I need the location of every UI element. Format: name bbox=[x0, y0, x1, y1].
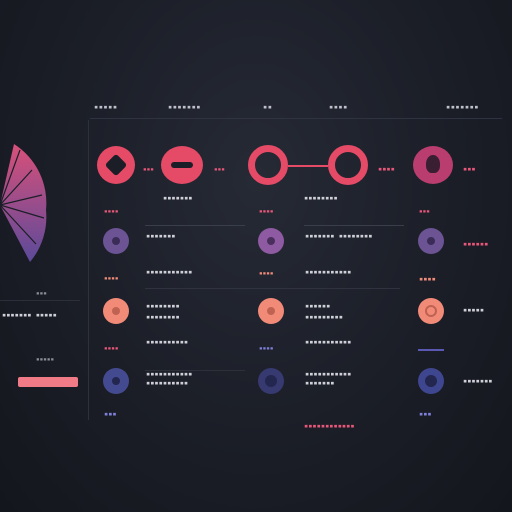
dash-icon bbox=[171, 162, 193, 168]
sidebar-label-1: ▪▪▪ bbox=[36, 290, 47, 297]
row4-right-text: ▪▪▪▪▪▪▪ bbox=[463, 377, 493, 385]
row1-left-icon[interactable] bbox=[103, 228, 129, 254]
row2-left-icon[interactable] bbox=[103, 298, 129, 324]
sidebar-label-3: ▪▪▪▪▪ bbox=[36, 356, 55, 363]
top-caption-1: ▪▪▪▪▪▪▪ bbox=[163, 194, 193, 202]
top-circle-1[interactable] bbox=[97, 146, 135, 184]
header-col-4[interactable]: ▪▪▪▪ bbox=[329, 103, 348, 111]
footer-left-tag: ▪▪▪ bbox=[104, 410, 117, 418]
row2-right-tag: ▪▪▪▪ bbox=[419, 275, 436, 283]
top-tag-1: ▪▪▪▪ bbox=[378, 165, 395, 173]
row3-mid-tag: ▪▪▪▪ bbox=[259, 345, 274, 352]
row1-mid-icon[interactable] bbox=[258, 228, 284, 254]
row2-sub-2: ▪▪▪▪▪▪▪▪ bbox=[146, 313, 180, 321]
header-col-2[interactable]: ▪▪▪▪▪▪▪ bbox=[168, 103, 202, 111]
row1-right-icon[interactable] bbox=[418, 228, 444, 254]
refresh-icon bbox=[425, 305, 437, 317]
row1-name: ▪▪▪▪▪▪▪ bbox=[146, 232, 176, 240]
top-badge-left: ▪▪▪ bbox=[143, 166, 154, 173]
row1-detail: ▪▪▪▪▪▪▪ ▪▪▪▪▪▪▪▪ bbox=[305, 232, 373, 240]
footer-mid-bar: ▪▪▪▪▪▪▪▪▪▪▪▪ bbox=[304, 422, 355, 430]
top-caption-2: ▪▪▪▪▪▪▪▪ bbox=[304, 194, 338, 202]
row4-detail: ▪▪▪▪▪▪▪▪▪▪▪ bbox=[305, 370, 352, 378]
row4-left-icon[interactable] bbox=[103, 368, 129, 394]
row4-mid-icon[interactable] bbox=[258, 368, 284, 394]
row4-detail-2: ▪▪▪▪▪▪▪ bbox=[305, 379, 335, 387]
section-rule-2 bbox=[304, 225, 404, 226]
dot-icon bbox=[265, 375, 277, 387]
row3-detail: ▪▪▪▪▪▪▪▪▪▪▪ bbox=[305, 338, 352, 346]
section-tag-mid: ▪▪▪▪ bbox=[259, 208, 274, 215]
row4-rule bbox=[145, 370, 245, 371]
sidebar-rule bbox=[0, 300, 80, 301]
row2-name: ▪▪▪▪▪▪▪▪▪▪▪ bbox=[146, 268, 193, 276]
section-tag-right: ▪▪▪ bbox=[419, 208, 430, 215]
sidebar-action-button[interactable]: ▪▪▪▪▪▪ bbox=[18, 377, 78, 387]
row4-sub: ▪▪▪▪▪▪▪▪▪▪ bbox=[146, 379, 189, 387]
row3-name: ▪▪▪▪▪▪▪▪▪▪ bbox=[146, 338, 189, 346]
row1-right-text: ▪▪▪▪▪▪ bbox=[463, 240, 489, 248]
row2-mid-tag: ▪▪▪▪ bbox=[259, 270, 274, 277]
row2-detail: ▪▪▪▪▪▪▪▪▪▪▪ bbox=[305, 268, 352, 276]
dot-icon bbox=[425, 375, 437, 387]
top-ring-1[interactable] bbox=[248, 145, 288, 185]
ring-connector bbox=[288, 165, 328, 167]
row2-mid-icon[interactable] bbox=[258, 298, 284, 324]
row2-left-tag: ▪▪▪▪ bbox=[104, 275, 119, 282]
dot-icon bbox=[112, 237, 120, 245]
header-col-5[interactable]: ▪▪▪▪▪▪▪ bbox=[446, 103, 480, 111]
dot-icon bbox=[267, 307, 275, 315]
dot-icon bbox=[267, 237, 275, 245]
section-rule-1 bbox=[145, 225, 245, 226]
header-divider bbox=[90, 118, 502, 119]
row2-detail-3: ▪▪▪▪▪▪▪▪▪ bbox=[305, 313, 343, 321]
sidebar-divider bbox=[88, 120, 89, 420]
dot-icon bbox=[112, 307, 120, 315]
dot-icon bbox=[427, 237, 435, 245]
header-col-1[interactable]: ▪▪▪▪▪ bbox=[94, 103, 118, 111]
row2-right-text: ▪▪▪▪▪ bbox=[463, 306, 485, 314]
row3-left-tag: ▪▪▪▪ bbox=[104, 345, 119, 352]
top-badge-mid: ▪▪▪ bbox=[214, 166, 225, 173]
row4-name: ▪▪▪▪▪▪▪▪▪▪▪ bbox=[146, 370, 193, 378]
section-tag-left: ▪▪▪▪ bbox=[104, 208, 119, 215]
row2-sub-1: ▪▪▪▪▪▪▪▪ bbox=[146, 302, 180, 310]
row2-rule bbox=[145, 288, 400, 289]
top-tag-2: ▪▪▪ bbox=[463, 165, 476, 173]
row2-detail-2: ▪▪▪▪▪▪ bbox=[305, 302, 331, 310]
top-circle-2[interactable] bbox=[161, 146, 203, 184]
row2-right-icon[interactable] bbox=[418, 298, 444, 324]
user-icon bbox=[426, 155, 440, 173]
sidebar-label-2: ▪▪▪▪▪▪▪ ▪▪▪▪▪ bbox=[2, 311, 57, 319]
header-col-3[interactable]: ▪▪ bbox=[263, 103, 273, 111]
top-circle-3[interactable] bbox=[413, 146, 453, 184]
row3-rule-right bbox=[418, 349, 444, 351]
sidebar-fan-graphic bbox=[0, 144, 47, 262]
row4-right-icon[interactable] bbox=[418, 368, 444, 394]
dot-icon bbox=[112, 377, 120, 385]
footer-right-tag: ▪▪▪ bbox=[419, 410, 432, 418]
top-ring-2[interactable] bbox=[328, 145, 368, 185]
diamond-icon bbox=[104, 153, 128, 177]
